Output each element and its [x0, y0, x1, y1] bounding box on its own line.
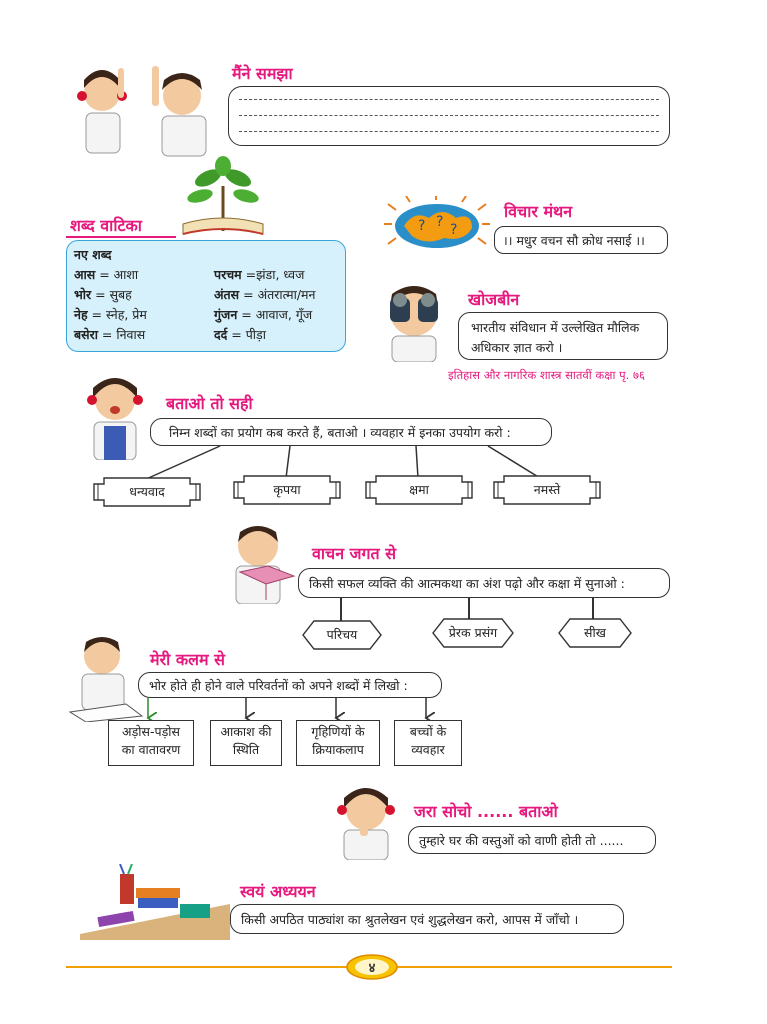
- meri-kalam-instruction: भोर होते ही होने वाले परिवर्तनों को अपने…: [149, 678, 408, 693]
- connector-line: [340, 598, 342, 622]
- svg-text:?: ?: [418, 218, 425, 234]
- answer-line: [239, 115, 659, 116]
- shabd-vatika-underline: [66, 236, 176, 238]
- vachan-jagat-instruction: किसी सफल व्यक्ति की आत्मकथा का अंश पढ़ो …: [309, 576, 625, 591]
- page-number: ४: [368, 961, 376, 976]
- vocab-entry: गुंजन = आवाज, गूँज: [214, 307, 313, 322]
- students-raising-hands-illustration: [62, 58, 232, 158]
- new-words-title: नए शब्द: [74, 247, 112, 262]
- vachan-jagat-heading: वाचन जगत से: [312, 544, 397, 563]
- batao-to-sahi-connectors: [143, 445, 541, 481]
- vocab-entry: भोर = सुबह: [74, 287, 132, 302]
- word-frame-dhanyavad: धन्यवाद: [92, 476, 202, 508]
- meri-kalam-arrows: [0, 698, 767, 730]
- answer-line: [239, 131, 659, 132]
- vocab-entry: बसेरा = निवास: [74, 327, 146, 342]
- girl-thinking-illustration: [326, 780, 406, 860]
- vocab-entry: परचम =झंडा, ध्वज: [214, 267, 305, 282]
- boy-writing-illustration: [66, 632, 146, 722]
- khojbeen-heading: खोजबीन: [468, 290, 520, 309]
- vocab-entry: दर्द = पीड़ा: [214, 327, 266, 342]
- swayam-adhyayan-heading: स्वयं अध्ययन: [240, 882, 316, 901]
- batao-to-sahi-instruction: निम्न शब्दों का प्रयोग कब करते हैं, बताओ…: [169, 425, 511, 440]
- topic-box: आकाश की स्थिति: [210, 720, 282, 766]
- batao-to-sahi-instruction-box: निम्न शब्दों का प्रयोग कब करते हैं, बताओ…: [150, 418, 552, 446]
- jara-socho-box: तुम्हारे घर की वस्तुओं को वाणी होती तो .…: [408, 826, 656, 854]
- jara-socho-text: तुम्हारे घर की वस्तुओं को वाणी होती तो .…: [419, 833, 624, 848]
- page-number-badge: ४: [346, 954, 398, 980]
- book-with-plant-illustration: [178, 156, 268, 236]
- vocab-entry: अंतस = अंतरात्मा/मन: [214, 287, 316, 302]
- vachan-jagat-instruction-box: किसी सफल व्यक्ति की आत्मकथा का अंश पढ़ो …: [298, 568, 670, 598]
- hexagon-seekh: सीख: [558, 618, 632, 648]
- connector-line: [592, 598, 594, 620]
- hexagon-parichay: परिचय: [302, 620, 382, 650]
- vichar-manthan-heading: विचार मंथन: [504, 202, 573, 221]
- girl-talking-illustration: [80, 370, 150, 460]
- meri-kalam-instruction-box: भोर होते ही होने वाले परिवर्तनों को अपने…: [138, 672, 442, 698]
- boy-with-binoculars-illustration: [372, 276, 456, 362]
- vichar-manthan-text: ।। मधुर वचन सौ क्रोध नसाई ।।: [503, 233, 645, 248]
- swayam-adhyayan-box: किसी अपठित पाठ्यांश का श्रुतलेखन एवं शुद…: [230, 904, 624, 934]
- shabd-vatika-heading: शब्द वाटिका: [70, 216, 142, 235]
- meri-kalam-heading: मेरी कलम से: [150, 650, 225, 669]
- word-frame-kripaya: कृपया: [232, 474, 342, 506]
- topic-box: अड़ोस-पड़ोस का वातावरण: [108, 720, 194, 766]
- vocab-entry: आस = आशा: [74, 267, 139, 282]
- batao-to-sahi-heading: बताओ तो सही: [166, 394, 253, 413]
- boy-reading-illustration: [210, 520, 300, 604]
- khojbeen-reference: इतिहास और नागरिक शास्त्र सातवीं कक्षा पृ…: [448, 368, 645, 382]
- brain-storm-illustration: ? ? ?: [384, 196, 490, 254]
- khojbeen-line-1: भारतीय संविधान में उल्लेखित मौलिक: [471, 320, 640, 335]
- khojbeen-line-2: अधिकार ज्ञात करो ।: [471, 340, 563, 355]
- maine-samjha-answer-box[interactable]: [228, 86, 670, 146]
- vichar-manthan-box: ।। मधुर वचन सौ क्रोध नसाई ।।: [494, 226, 668, 254]
- word-frame-namaste: नमस्ते: [492, 474, 602, 506]
- word-frame-kshama: क्षमा: [364, 474, 474, 506]
- shabd-vatika-box: [66, 240, 346, 352]
- maine-samjha-heading: मैंने समझा: [232, 64, 293, 83]
- connector-line: [468, 598, 470, 620]
- hexagon-prerak-prasang: प्रेरक प्रसंग: [432, 618, 514, 648]
- svg-text:?: ?: [450, 222, 457, 238]
- topic-box: गृहिणियों के क्रियाकलाप: [296, 720, 380, 766]
- topic-box: बच्चों के व्यवहार: [394, 720, 462, 766]
- swayam-adhyayan-text: किसी अपठित पाठ्यांश का श्रुतलेखन एवं शुद…: [241, 912, 579, 927]
- study-desk-illustration: [80, 864, 230, 940]
- svg-text:?: ?: [436, 214, 443, 230]
- answer-line: [239, 99, 659, 100]
- jara-socho-heading: जरा सोचो ...... बताओ: [414, 802, 558, 821]
- khojbeen-box: भारतीय संविधान में उल्लेखित मौलिक अधिकार…: [458, 312, 668, 360]
- vocab-entry: नेह = स्नेह, प्रेम: [74, 307, 147, 322]
